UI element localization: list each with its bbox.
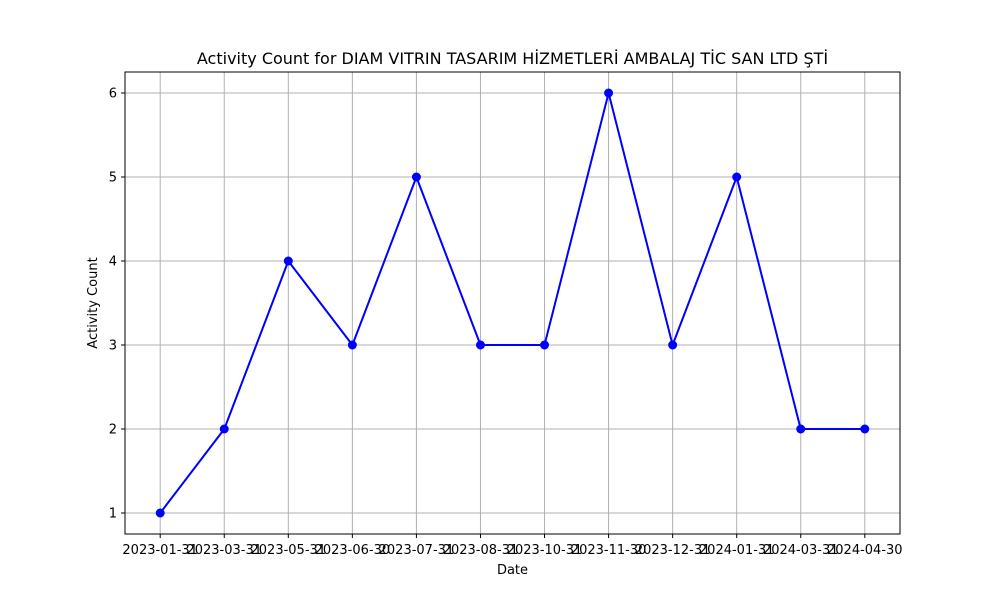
x-tick-label: 2023-08-31 bbox=[443, 543, 519, 558]
y-tick-label: 1 bbox=[109, 507, 117, 522]
grid bbox=[125, 72, 900, 534]
series-layer bbox=[155, 88, 870, 518]
x-tick-label: 2024-03-31 bbox=[763, 543, 839, 558]
y-tick-label: 4 bbox=[109, 255, 117, 270]
plot-frame bbox=[124, 71, 901, 535]
series-line bbox=[159, 92, 865, 514]
data-point bbox=[732, 172, 742, 182]
x-axis-label: Date bbox=[497, 563, 528, 578]
data-point bbox=[283, 256, 293, 266]
data-point bbox=[860, 424, 870, 434]
data-point bbox=[155, 508, 165, 518]
x-tick-label: 2023-05-31 bbox=[251, 543, 327, 558]
x-tick-label: 2023-06-30 bbox=[315, 543, 391, 558]
data-point bbox=[540, 340, 550, 350]
x-tick-label: 2023-11-30 bbox=[571, 543, 647, 558]
data-point bbox=[668, 340, 678, 350]
x-tick-label: 2024-04-30 bbox=[827, 543, 903, 558]
data-point bbox=[604, 88, 614, 98]
x-tick-label: 2024-01-31 bbox=[699, 543, 775, 558]
x-tick-label: 2023-03-31 bbox=[186, 543, 262, 558]
data-point bbox=[796, 424, 806, 434]
x-tick-label: 2023-07-31 bbox=[379, 543, 455, 558]
ticks: 2023-01-312023-03-312023-05-312023-06-30… bbox=[109, 87, 903, 559]
data-point bbox=[411, 172, 421, 182]
x-tick-label: 2023-12-31 bbox=[635, 543, 711, 558]
x-tick-label: 2023-10-31 bbox=[507, 543, 583, 558]
chart-title: Activity Count for DIAM VITRIN TASARIM H… bbox=[197, 49, 828, 68]
data-point bbox=[475, 340, 485, 350]
x-tick-label: 2023-01-31 bbox=[122, 543, 198, 558]
y-tick-label: 6 bbox=[109, 87, 117, 102]
data-point bbox=[347, 340, 357, 350]
y-tick-label: 2 bbox=[109, 423, 117, 438]
y-tick-label: 5 bbox=[109, 171, 117, 186]
y-axis-label: Activity Count bbox=[86, 257, 101, 348]
data-point bbox=[219, 424, 229, 434]
y-tick-label: 3 bbox=[109, 339, 117, 354]
